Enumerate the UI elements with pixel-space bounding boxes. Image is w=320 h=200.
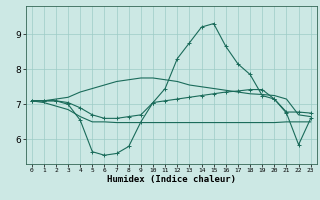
- X-axis label: Humidex (Indice chaleur): Humidex (Indice chaleur): [107, 175, 236, 184]
